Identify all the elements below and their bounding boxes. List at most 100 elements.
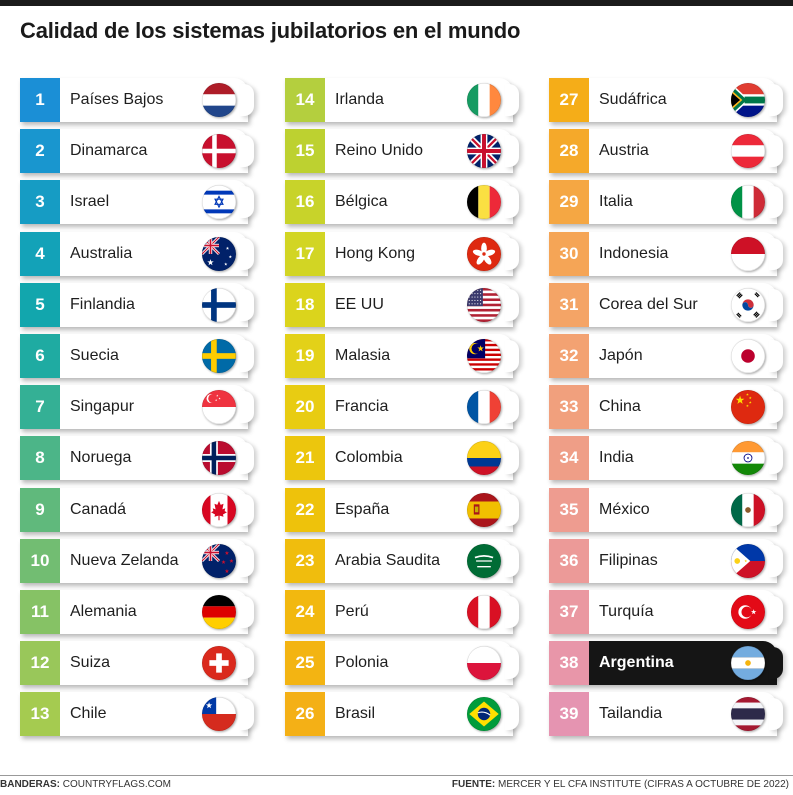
- ranking-item: 24 Perú: [285, 590, 519, 634]
- country-name: China: [599, 398, 641, 416]
- au-flag-icon: [202, 236, 236, 271]
- country-name: Francia: [335, 398, 389, 416]
- country-name: Arabia Saudita: [335, 551, 440, 569]
- mx-flag-icon: [731, 492, 765, 527]
- country-name: Suiza: [70, 654, 111, 672]
- rank-number: 16: [285, 180, 325, 225]
- ranking-item: 1 Países Bajos: [20, 78, 254, 122]
- country-name: Singapur: [70, 398, 135, 416]
- rank-number: 29: [549, 180, 589, 225]
- rank-number: 38: [549, 641, 589, 686]
- country-name: Israel: [70, 193, 110, 211]
- ranking-item: 2 Dinamarca: [20, 129, 254, 174]
- rank-number: 30: [549, 231, 589, 276]
- ranking-item: 36 Filipinas: [549, 538, 783, 583]
- ranking-item: 39 Tailandia: [549, 692, 783, 737]
- rank-number: 33: [549, 385, 589, 430]
- be-flag-icon: [467, 185, 501, 220]
- rank-number: 22: [285, 487, 325, 532]
- rank-number: 39: [549, 692, 589, 737]
- rank-number: 21: [285, 436, 325, 481]
- ar-flag-icon: [731, 646, 765, 681]
- rank-number: 4: [20, 231, 60, 276]
- rank-number: 12: [20, 641, 60, 686]
- ranking-item: 29 Italia: [549, 180, 783, 225]
- country-name: Irlanda: [335, 91, 384, 108]
- country-name: Chile: [70, 705, 107, 723]
- hk-flag-icon: [467, 236, 501, 271]
- ranking-item: 19 Malasia: [285, 334, 519, 378]
- at-flag-icon: [731, 134, 765, 169]
- fr-flag-icon: [467, 390, 501, 425]
- fi-flag-icon: [202, 287, 236, 322]
- ranking-item: 32 Japón: [549, 334, 783, 378]
- country-name: Bélgica: [335, 193, 388, 211]
- country-name: Nueva Zelanda: [70, 551, 179, 569]
- rank-number: 7: [20, 385, 60, 430]
- il-flag-icon: [202, 185, 236, 220]
- ranking-item: 3 Israel: [20, 180, 254, 225]
- country-name: Colombia: [335, 449, 403, 467]
- footer-source-value: MERCER Y EL CFA INSTITUTE (CIFRAS A OCTU…: [498, 779, 789, 790]
- country-name: Japón: [599, 347, 643, 364]
- dk-flag-icon: [202, 134, 236, 169]
- country-name: Brasil: [335, 705, 376, 723]
- country-name: Finlandia: [70, 295, 135, 313]
- jp-flag-icon: [731, 339, 765, 373]
- ph-flag-icon: [731, 543, 765, 578]
- footer-source-label: FUENTE:: [451, 779, 496, 790]
- country-name: Turquía: [599, 603, 654, 620]
- in-flag-icon: [731, 441, 765, 476]
- rank-number: 32: [549, 334, 589, 378]
- rank-number: 23: [285, 538, 325, 583]
- rank-number: 24: [285, 590, 325, 634]
- rank-number: 10: [20, 538, 60, 583]
- ranking-item: 16 Bélgica: [285, 180, 519, 225]
- rank-number: 35: [549, 487, 589, 532]
- country-name: Canadá: [70, 500, 127, 518]
- ranking-item: 6 Suecia: [20, 334, 254, 378]
- nz-flag-icon: [202, 543, 236, 578]
- ranking-item: 14 Irlanda: [285, 78, 519, 122]
- ranking-item: 13 Chile: [20, 692, 254, 737]
- country-name: Suecia: [70, 347, 119, 364]
- ranking-item: 27 Sudáfrica: [549, 78, 783, 122]
- country-name: México: [599, 500, 650, 518]
- ranking-item: 35 México: [549, 487, 783, 532]
- rank-number: 5: [20, 282, 60, 327]
- rank-number: 15: [285, 129, 325, 174]
- footer-credits-label: BANDERAS:: [0, 779, 60, 790]
- country-name: EE UU: [335, 295, 384, 313]
- country-name: Australia: [70, 244, 133, 262]
- ranking-item: 4 Australia: [20, 231, 254, 276]
- rank-number: 2: [20, 129, 60, 174]
- country-name: Austria: [599, 142, 649, 160]
- country-name: Tailandia: [599, 705, 663, 723]
- rank-number: 34: [549, 436, 589, 481]
- ranking-item: 15 Reino Unido: [285, 129, 519, 174]
- ie-flag-icon: [467, 83, 501, 117]
- ranking-item: 25 Polonia: [285, 641, 519, 686]
- rank-number: 13: [20, 692, 60, 737]
- no-flag-icon: [202, 441, 236, 476]
- ranking-item: 9 Canadá: [20, 487, 254, 532]
- pl-flag-icon: [467, 646, 501, 681]
- rank-number: 9: [20, 487, 60, 532]
- se-flag-icon: [202, 339, 236, 373]
- rank-number: 25: [285, 641, 325, 686]
- rank-number: 3: [20, 180, 60, 225]
- za-flag-icon: [731, 83, 765, 117]
- it-flag-icon: [731, 185, 765, 220]
- sa-flag-icon: [467, 543, 501, 578]
- tr-flag-icon: [731, 595, 765, 629]
- rank-number: 31: [549, 282, 589, 327]
- country-name: Corea del Sur: [599, 295, 698, 313]
- br-flag-icon: [467, 697, 501, 732]
- country-name: Reino Unido: [335, 142, 424, 160]
- th-flag-icon: [731, 697, 765, 732]
- ranking-item: 38 Argentina: [549, 641, 783, 686]
- country-name: Países Bajos: [70, 91, 164, 108]
- page-title: Calidad de los sistemas jubilatorios en …: [20, 18, 521, 43]
- ch-flag-icon: [202, 646, 236, 681]
- rank-number: 14: [285, 78, 325, 122]
